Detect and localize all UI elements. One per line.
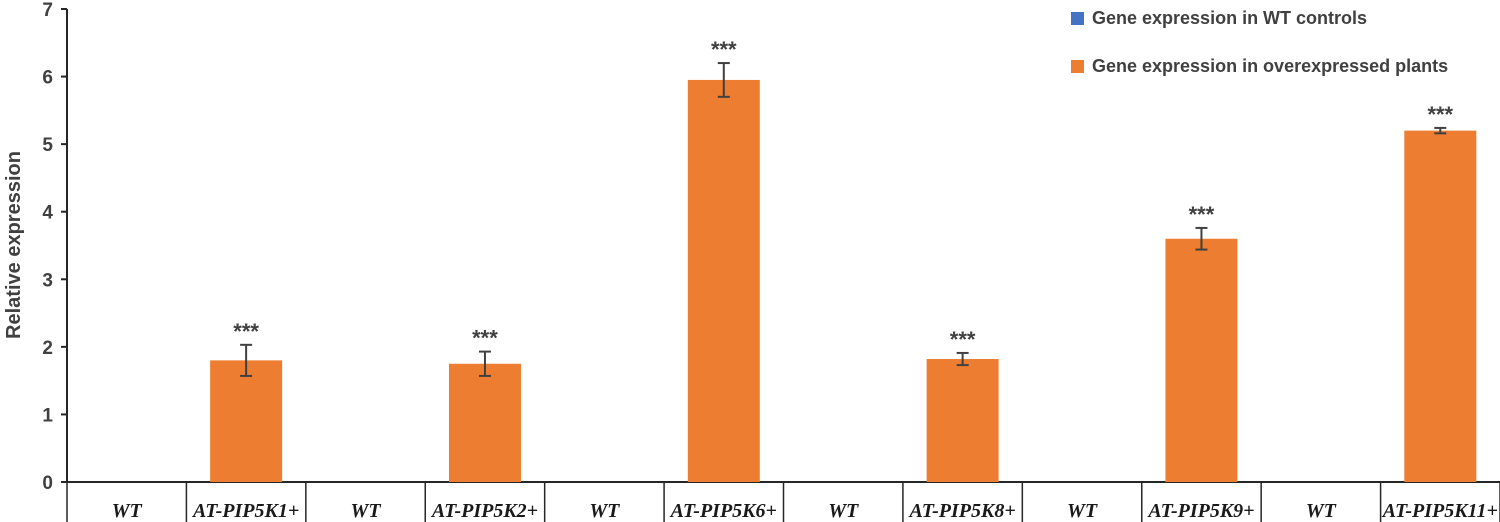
x-tick-label: WT	[112, 500, 143, 522]
y-tick-label: 5	[42, 135, 53, 156]
significance-label: ***	[1427, 102, 1453, 127]
y-tick-label: 4	[42, 203, 53, 224]
significance-label: ***	[1189, 202, 1215, 227]
x-tick-label: AT-PIP5K6+	[669, 500, 777, 522]
significance-label: ***	[472, 326, 498, 351]
y-ticks: 0 1 2 3 4 5 6 7	[42, 0, 67, 494]
bar	[1165, 238, 1238, 482]
significance-label: ***	[711, 37, 737, 62]
bar	[1404, 130, 1477, 482]
x-tick-label: AT-PIP5K9+	[1146, 500, 1254, 522]
y-axis-label: Relative expression	[3, 151, 25, 339]
significance-label: ***	[950, 327, 976, 352]
bar	[210, 360, 283, 482]
error-bars	[240, 62, 1447, 377]
significance-annotations: *** *** *** *** *** ***	[233, 37, 1453, 352]
bars	[210, 79, 1477, 482]
y-tick-label: 6	[42, 68, 53, 89]
y-tick-label: 1	[42, 405, 53, 426]
legend-label: Gene expression in overexpressed plants	[1092, 56, 1448, 76]
x-tick-labels: WT AT-PIP5K1+ WT AT-PIP5K2+ WT AT-PIP5K6+ WT AT…	[112, 500, 1498, 522]
legend-swatch	[1071, 60, 1084, 73]
y-tick-label: 3	[42, 270, 53, 291]
y-tick-label: 0	[42, 473, 53, 494]
x-tick-label: WT	[1067, 500, 1098, 522]
x-tick-label: AT-PIP5K8+	[908, 500, 1016, 522]
group-dividers	[66, 482, 1500, 522]
x-tick-label: AT-PIP5K2+	[430, 500, 538, 522]
legend-swatch	[1071, 12, 1084, 25]
x-tick-label: WT	[828, 500, 859, 522]
bar	[926, 359, 999, 482]
x-tick-label: WT	[351, 500, 382, 522]
significance-label: ***	[233, 319, 259, 344]
bar	[448, 363, 521, 482]
x-tick-label: AT-PIP5K1+	[191, 500, 299, 522]
legend-label: Gene expression in WT controls	[1092, 8, 1367, 28]
legend: Gene expression in WT controls Gene expre…	[1071, 8, 1448, 76]
bar	[687, 79, 760, 482]
x-tick-label: WT	[589, 500, 620, 522]
y-tick-label: 7	[42, 0, 53, 21]
x-tick-label: WT	[1306, 500, 1337, 522]
y-tick-label: 2	[42, 338, 53, 359]
x-tick-label: AT-PIP5K11+	[1381, 500, 1498, 522]
